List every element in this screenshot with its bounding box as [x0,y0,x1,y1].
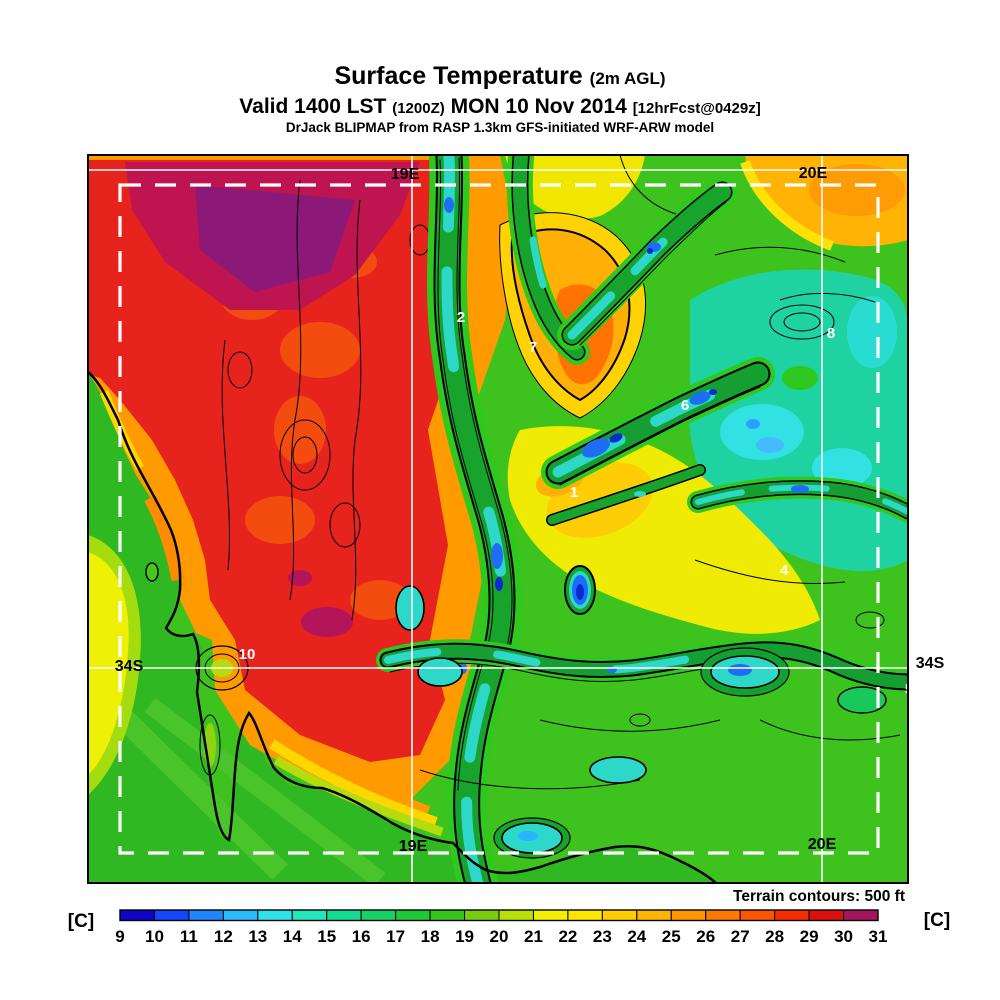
title-note: (2m AGL) [589,69,666,88]
site-label: 2 [457,309,465,326]
site-label: 1 [570,484,578,501]
colorbar-tick-label: 27 [731,927,750,946]
site-label: 8 [827,325,835,342]
colorbar-tick-label: 29 [800,927,819,946]
colorbar-cell [636,909,672,921]
site-label: 5 [905,681,913,698]
colorbar-tick-label: 12 [214,927,233,946]
colorbar-cell [670,909,707,921]
colorbar-cell [739,909,776,921]
valid-prefix: Valid 1400 LST [239,95,387,118]
colorbar-tick-label: 26 [696,927,715,946]
terrain-note: Terrain contours: 500 ft [733,888,905,905]
colorbar-cell [257,909,293,921]
colorbar-cell [705,909,741,921]
site-label: 4 [780,562,789,579]
colorbar-cell [326,909,362,921]
colorbar-tick-label: 24 [627,927,646,946]
lon-label-bottom-20e: 20E [808,836,837,853]
lon-label-top-19e: 19E [391,166,420,183]
colorbar-cell [601,909,638,921]
colorbar-tick-label: 20 [490,927,509,946]
lat-label-left-34s: 34S [115,658,144,675]
colorbar-tick-label: 16 [352,927,371,946]
sea-region [88,372,717,883]
colorbar-cell [188,909,224,921]
valid-line: Valid 1400 LST (1200Z) MON 10 Nov 2014 [… [0,95,1000,119]
graticule-labels: 19E 20E 19E 20E 34S 34S [115,165,945,855]
colorbar-tick-label: 13 [248,927,267,946]
site-label: 7 [529,339,537,356]
colorbar-tick-label: 17 [386,927,405,946]
map-body: 1 2 4 5 6 7 8 10 [88,155,913,883]
colorbar [119,909,879,921]
lat-label-right-34s: 34S [916,655,945,672]
lon-label-bottom-19e: 19E [399,838,428,855]
graticule-lines [88,155,908,883]
colorbar-tick-label: 23 [593,927,612,946]
map-border [87,154,909,884]
mountain-range-swartberg [687,476,908,523]
model-domain-box [118,183,880,855]
colorbar-cell [464,909,500,921]
valid-date: MON 10 Nov 2014 [450,95,627,118]
colorbar-tick-label: 28 [765,927,784,946]
colorbar-cell [291,909,328,921]
site-labels: 1 2 4 5 6 7 8 10 [239,309,913,698]
title-text: Surface Temperature [334,62,583,90]
lon-label-top-20e: 20E [799,165,828,182]
colorbar-tick-label: 22 [558,927,577,946]
northeast-warm-region [740,155,908,251]
hottest-cells [125,162,420,667]
colorbar-cell [360,909,397,921]
valid-zulu: (1200Z) [392,100,445,117]
colorbar-ticks: 9 10 11 12 13 14 15 16 17 18 19 20 21 22 23 24 25 26 27 28 2… [115,927,887,946]
site-label: 10 [239,646,256,663]
colorbar-tick-label: 19 [455,927,474,946]
colorbar-cell [843,909,879,921]
colorbar-tick-label: 21 [524,927,543,946]
colorbar-cell [429,909,466,921]
colorbar-tick-label: 14 [283,927,302,946]
colorbar-cell [222,909,259,921]
colorbar-unit-left: [C] [68,911,94,932]
colorbar-unit-right: [C] [924,910,950,931]
colorbar-cell [532,909,569,921]
model-line: DrJack BLIPMAP from RASP 1.3km GFS-initi… [285,120,715,135]
terrain-contours-east [419,155,901,790]
hot-mottling [222,246,410,620]
colorbar-cell [153,909,190,921]
colorbar-border [119,909,879,922]
colorbar-tick-label: 31 [869,927,888,946]
colorbar-tick-label: 18 [421,927,440,946]
colorbar-cell [774,909,810,921]
colorbar-tick-label: 9 [115,927,124,946]
valid-fcst: [12hrFcst@0429z] [632,100,761,117]
colorbar-tick-label: 25 [662,927,681,946]
colorbar-tick-label: 11 [180,927,198,946]
south-coast-cool-pockets [395,585,887,859]
colorbar-cell [395,909,431,921]
colorbar-tick-label: 15 [317,927,336,946]
colorbar-tick-label: 30 [834,927,853,946]
page-title: Surface Temperature (2m AGL) [0,62,1000,91]
colorbar-cell [119,909,155,921]
colorbar-cell [498,909,534,921]
colorbar-cell [567,909,603,921]
colorbar-tick-label: 10 [145,927,164,946]
colorbar-cell [808,909,845,921]
coastline [88,371,717,883]
site-label: 6 [681,397,689,414]
